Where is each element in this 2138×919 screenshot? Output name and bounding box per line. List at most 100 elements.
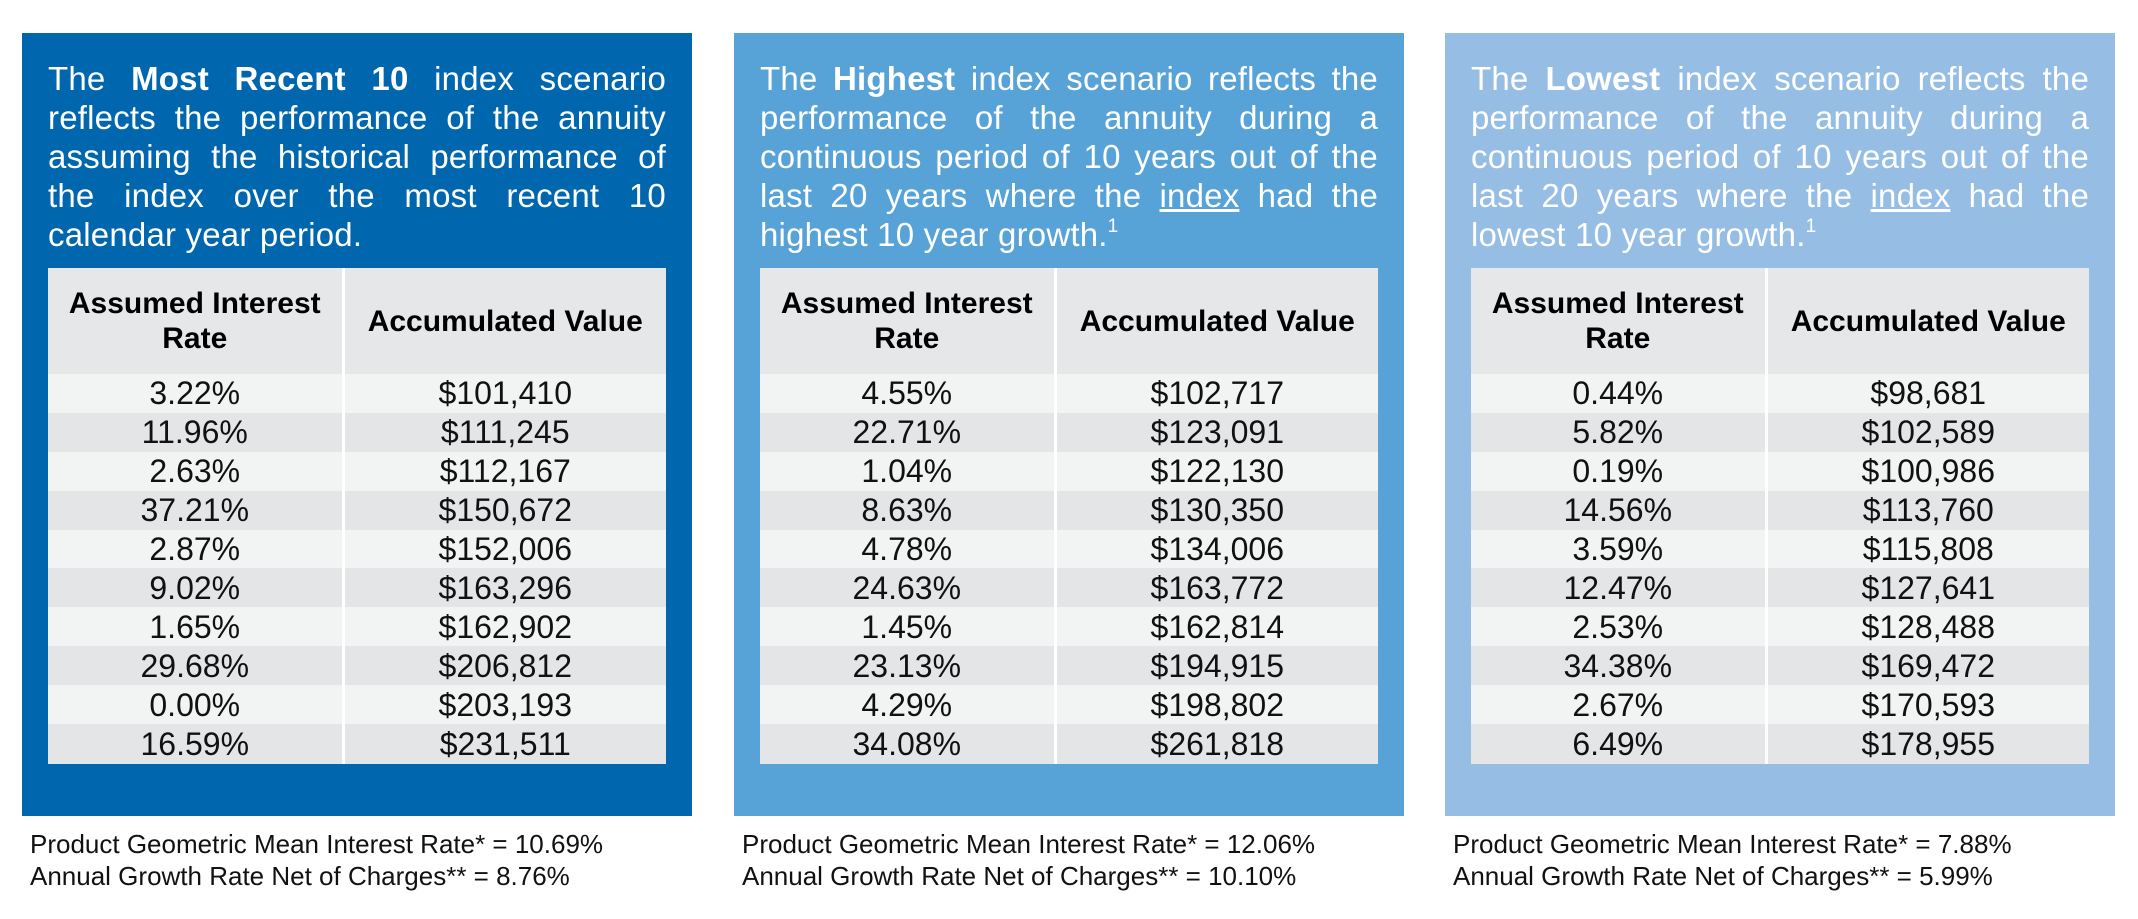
accumulated-value-cell: $178,955 bbox=[1766, 724, 2089, 765]
assumed-interest-rate-cell: 1.65% bbox=[48, 607, 345, 647]
table-row: 14.56% $113,760 bbox=[1471, 490, 2089, 530]
table-row: 5.82% $102,589 bbox=[1471, 412, 2089, 452]
scenario-table: Assumed Interest Rate Accumulated Value … bbox=[48, 268, 666, 765]
assumed-interest-rate-cell: 0.19% bbox=[1471, 451, 1768, 491]
table-row: 12.47% $127,641 bbox=[1471, 568, 2089, 608]
table-row: 23.13% $194,915 bbox=[760, 646, 1378, 686]
assumed-interest-rate-cell: 9.02% bbox=[48, 568, 345, 608]
accumulated-value-cell: $122,130 bbox=[1055, 451, 1378, 491]
geometric-mean-rate: Product Geometric Mean Interest Rate* = … bbox=[742, 829, 1316, 859]
table-row: 1.04% $122,130 bbox=[760, 451, 1378, 491]
scenario-footer: Product Geometric Mean Interest Rate* = … bbox=[742, 828, 1315, 892]
index-link[interactable]: index bbox=[1870, 177, 1951, 214]
table-row: 9.02% $163,296 bbox=[48, 568, 666, 608]
table-row: 0.00% $203,193 bbox=[48, 685, 666, 725]
accumulated-value-cell: $203,193 bbox=[343, 685, 666, 725]
accumulated-value-cell: $150,672 bbox=[343, 490, 666, 530]
assumed-interest-rate-cell: 3.59% bbox=[1471, 529, 1768, 569]
accumulated-value-cell: $111,245 bbox=[343, 412, 666, 452]
assumed-interest-rate-cell: 22.71% bbox=[760, 412, 1057, 452]
scenario-name: Lowest bbox=[1545, 60, 1661, 97]
scenario-table: Assumed Interest Rate Accumulated Value … bbox=[760, 268, 1378, 765]
accumulated-value-cell: $198,802 bbox=[1055, 685, 1378, 725]
table-row: 3.59% $115,808 bbox=[1471, 529, 2089, 569]
accumulated-value-cell: $162,814 bbox=[1055, 607, 1378, 647]
scenario-name: Most Recent 10 bbox=[131, 60, 409, 97]
assumed-interest-rate-cell: 4.29% bbox=[760, 685, 1057, 725]
scenario-description: The Highest index scenario reflects the … bbox=[760, 60, 1378, 253]
assumed-interest-rate-cell: 0.00% bbox=[48, 685, 345, 725]
assumed-interest-rate-cell: 12.47% bbox=[1471, 568, 1768, 608]
annual-growth-rate: Annual Growth Rate Net of Charges** = 8.… bbox=[30, 861, 570, 891]
accumulated-value-cell: $163,296 bbox=[343, 568, 666, 608]
accumulated-value-cell: $102,589 bbox=[1766, 412, 2089, 452]
accumulated-value-cell: $170,593 bbox=[1766, 685, 2089, 725]
footnote-marker: 1 bbox=[1805, 216, 1817, 237]
annual-growth-rate: Annual Growth Rate Net of Charges** = 10… bbox=[742, 861, 1297, 891]
table-row: 22.71% $123,091 bbox=[760, 412, 1378, 452]
table-row: 1.65% $162,902 bbox=[48, 607, 666, 647]
accumulated-value-cell: $130,350 bbox=[1055, 490, 1378, 530]
table-row: 4.29% $198,802 bbox=[760, 685, 1378, 725]
accumulated-value-cell: $134,006 bbox=[1055, 529, 1378, 569]
assumed-interest-rate-cell: 1.45% bbox=[760, 607, 1057, 647]
table-row: 3.22% $101,410 bbox=[48, 374, 666, 413]
assumed-interest-rate-cell: 2.53% bbox=[1471, 607, 1768, 647]
assumed-interest-rate-cell: 24.63% bbox=[760, 568, 1057, 608]
table-row: 34.38% $169,472 bbox=[1471, 646, 2089, 686]
header-accumulated-value: Accumulated Value bbox=[1766, 268, 2089, 374]
table-row: 11.96% $111,245 bbox=[48, 412, 666, 452]
assumed-interest-rate-cell: 23.13% bbox=[760, 646, 1057, 686]
accumulated-value-cell: $152,006 bbox=[343, 529, 666, 569]
accumulated-value-cell: $101,410 bbox=[343, 374, 666, 413]
assumed-interest-rate-cell: 2.67% bbox=[1471, 685, 1768, 725]
table-row: 37.21% $150,672 bbox=[48, 490, 666, 530]
table-row: 2.53% $128,488 bbox=[1471, 607, 2089, 647]
assumed-interest-rate-cell: 37.21% bbox=[48, 490, 345, 530]
accumulated-value-cell: $123,091 bbox=[1055, 412, 1378, 452]
table-row: 29.68% $206,812 bbox=[48, 646, 666, 686]
index-link[interactable]: index bbox=[1159, 177, 1240, 214]
accumulated-value-cell: $169,472 bbox=[1766, 646, 2089, 686]
assumed-interest-rate-cell: 4.55% bbox=[760, 374, 1057, 413]
geometric-mean-rate: Product Geometric Mean Interest Rate* = … bbox=[30, 829, 604, 859]
assumed-interest-rate-cell: 8.63% bbox=[760, 490, 1057, 530]
assumed-interest-rate-cell: 4.78% bbox=[760, 529, 1057, 569]
table-row: 2.63% $112,167 bbox=[48, 451, 666, 491]
accumulated-value-cell: $206,812 bbox=[343, 646, 666, 686]
accumulated-value-cell: $162,902 bbox=[343, 607, 666, 647]
assumed-interest-rate-cell: 3.22% bbox=[48, 374, 345, 413]
table-row: 2.67% $170,593 bbox=[1471, 685, 2089, 725]
header-accumulated-value: Accumulated Value bbox=[1055, 268, 1378, 374]
assumed-interest-rate-cell: 1.04% bbox=[760, 451, 1057, 491]
accumulated-value-cell: $163,772 bbox=[1055, 568, 1378, 608]
table-row: 6.49% $178,955 bbox=[1471, 724, 2089, 765]
scenario-description: The Lowest index scenario reflects the p… bbox=[1471, 60, 2089, 253]
accumulated-value-cell: $231,511 bbox=[343, 724, 666, 765]
header-assumed-interest-rate: Assumed Interest Rate bbox=[48, 268, 345, 374]
accumulated-value-cell: $102,717 bbox=[1055, 374, 1378, 413]
assumed-interest-rate-cell: 11.96% bbox=[48, 412, 345, 452]
scenario-panel: The Lowest index scenario reflects the p… bbox=[1445, 33, 2115, 816]
scenario-description: The Most Recent 10 index scenario reflec… bbox=[48, 60, 667, 253]
accumulated-value-cell: $194,915 bbox=[1055, 646, 1378, 686]
accumulated-value-cell: $128,488 bbox=[1766, 607, 2089, 647]
assumed-interest-rate-cell: 29.68% bbox=[48, 646, 345, 686]
annual-growth-rate: Annual Growth Rate Net of Charges** = 5.… bbox=[1453, 861, 1993, 891]
table-row: 4.55% $102,717 bbox=[760, 374, 1378, 413]
scenario-footer: Product Geometric Mean Interest Rate* = … bbox=[30, 828, 603, 892]
table-row: 34.08% $261,818 bbox=[760, 724, 1378, 765]
accumulated-value-cell: $127,641 bbox=[1766, 568, 2089, 608]
header-accumulated-value: Accumulated Value bbox=[343, 268, 666, 374]
accumulated-value-cell: $261,818 bbox=[1055, 724, 1378, 765]
table-row: 24.63% $163,772 bbox=[760, 568, 1378, 608]
accumulated-value-cell: $113,760 bbox=[1766, 490, 2089, 530]
scenario-name: Highest bbox=[832, 60, 956, 97]
geometric-mean-rate: Product Geometric Mean Interest Rate* = … bbox=[1453, 829, 2012, 859]
table-row: 1.45% $162,814 bbox=[760, 607, 1378, 647]
assumed-interest-rate-cell: 0.44% bbox=[1471, 374, 1768, 413]
table-row: 16.59% $231,511 bbox=[48, 724, 666, 765]
accumulated-value-cell: $112,167 bbox=[343, 451, 666, 491]
assumed-interest-rate-cell: 6.49% bbox=[1471, 724, 1768, 765]
assumed-interest-rate-cell: 16.59% bbox=[48, 724, 345, 765]
